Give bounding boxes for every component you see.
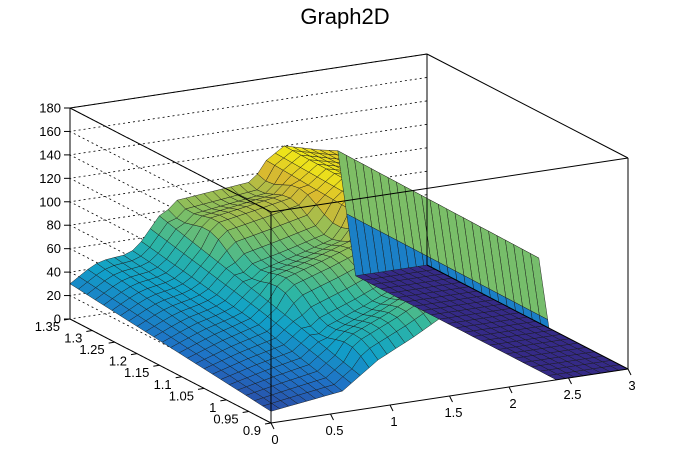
y-tick-mark [197,387,205,390]
y-tick-mark [108,341,115,344]
z-tick-label: 40 [47,265,61,280]
surface-layer [69,145,629,412]
x-tick-mark [389,404,394,412]
y-tick-label: 1.05 [169,388,194,403]
box-edge [270,157,629,213]
box-edge [69,53,428,109]
y-tick-label: 1.35 [35,319,60,334]
x-tick-mark [330,413,334,421]
x-tick-label: 1 [390,414,397,429]
x-tick-mark [508,386,513,394]
y-tick-label: 1.15 [124,365,149,380]
tick-layer: 0204060801001201401601800.90.9511.051.11… [35,101,636,448]
x-tick-label: 0 [271,432,278,447]
y-tick-label: 0.95 [213,411,238,426]
z-tick-label: 100 [39,194,61,209]
x-tick-label: 2 [509,396,516,411]
chart-title: Graph2D [300,4,389,29]
x-tick-mark [270,422,275,430]
x-tick-label: 1.5 [444,405,462,420]
y-tick-label: 1 [209,400,216,415]
z-tick-label: 20 [47,288,61,303]
z-tick-label: 120 [39,171,61,186]
y-tick-mark [242,410,249,413]
y-tick-label: 1.2 [109,354,127,369]
z-tick-label: 80 [47,218,61,233]
y-tick-mark [153,364,160,367]
box-edge [426,264,629,370]
z-tick-label: 60 [47,241,61,256]
y-tick-label: 0.9 [243,423,261,438]
z-tick-label: 160 [39,124,61,139]
x-tick-label: 0.5 [325,423,343,438]
y-tick-label: 1.1 [154,377,172,392]
y-tick-mark [175,376,182,379]
y-tick-mark [63,318,71,321]
y-tick-mark [86,330,93,333]
box-edge [69,107,272,213]
z-tick-label: 180 [39,101,61,116]
z-tick-label: 0 [54,312,61,327]
y-tick-label: 1.3 [64,331,82,346]
box-edge [69,318,272,424]
x-tick-mark [627,368,632,376]
z-tick-label: 140 [39,147,61,162]
x-tick-mark [568,377,572,385]
x-tick-label: 2.5 [563,387,581,402]
y-tick-mark [264,422,272,425]
y-tick-mark [220,399,227,402]
y-tick-mark [130,353,138,356]
x-tick-mark [449,395,453,403]
x-tick-label: 3 [628,378,635,393]
y-tick-label: 1.25 [79,342,104,357]
box-edge [426,53,629,159]
